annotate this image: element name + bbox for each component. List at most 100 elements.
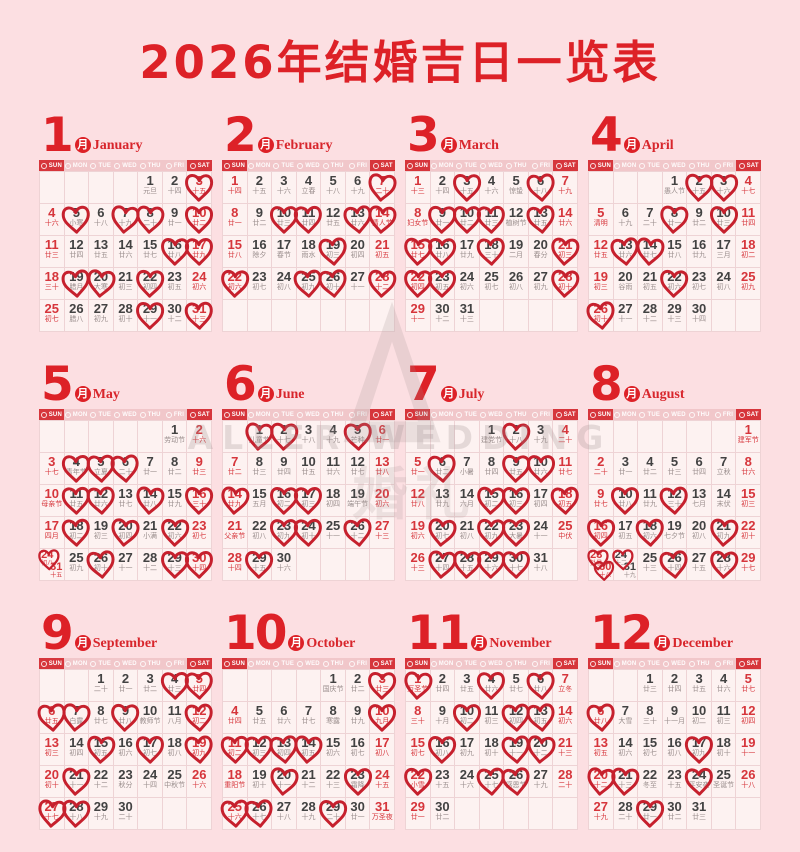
day-cell: 29 十五 xyxy=(245,549,274,580)
day-number: 14 xyxy=(716,486,731,501)
day: 7 廿二 xyxy=(223,455,247,477)
day-cell: 22 初四 xyxy=(403,268,432,299)
day: 12 廿七 xyxy=(346,455,370,477)
lunar-label: 腊八 xyxy=(69,316,84,323)
day: 18 初十 xyxy=(712,736,736,758)
day-number: 24 xyxy=(691,767,707,782)
weekday-label: THU xyxy=(696,660,710,667)
day-number: 25 xyxy=(325,518,341,533)
day-number: 18 xyxy=(484,735,499,750)
day-number: 11 xyxy=(167,703,182,718)
day-cell: 10 初二 xyxy=(452,702,481,733)
flower-icon xyxy=(430,411,437,418)
lunar-label: 十四 xyxy=(167,188,182,195)
weekday-wed: WED xyxy=(662,160,687,171)
day-cell: 25 初七 xyxy=(479,268,504,299)
lunar-label: 廿三 xyxy=(642,686,657,693)
day-number: 7 xyxy=(621,703,629,718)
day: 26 腊八 xyxy=(65,302,89,324)
day-number: 7 xyxy=(146,454,154,469)
day-cell: 6 廿二 xyxy=(427,453,456,484)
day-number: 2 xyxy=(512,422,520,437)
lunar-label: 初七 xyxy=(484,284,499,291)
lunar-label: 廿八 xyxy=(143,501,158,508)
day-cell: 24 初八 31 十五 xyxy=(38,548,64,580)
lunar-label: 廿九 xyxy=(167,501,182,508)
day-cell: 14 初四 xyxy=(64,734,89,765)
lunar-label: 三十 xyxy=(642,718,657,725)
day-cell: 6 十八 xyxy=(89,204,113,235)
lunar-label: 十二 xyxy=(375,284,390,291)
day: 23 十五 xyxy=(431,768,455,790)
day-number: 11 xyxy=(69,486,84,501)
month-number: 2 xyxy=(224,107,257,163)
day-number: 24 xyxy=(191,269,207,284)
lunar-label: 十九 xyxy=(593,814,608,821)
day: 18 初四 xyxy=(321,487,345,509)
day-number: 5 xyxy=(744,671,752,686)
day-number: 3 xyxy=(695,671,703,686)
lunar-label: 廿六 xyxy=(618,252,633,259)
lunar-label: 廿五 xyxy=(533,220,548,227)
lunar-label: 十九 xyxy=(326,437,341,444)
day-cell: 1 国庆节 xyxy=(321,670,345,701)
day: 4 青年节 xyxy=(65,455,89,477)
weekday-sun: SUN xyxy=(222,409,247,420)
day-cell: 15 初二 xyxy=(477,485,506,516)
lunar-label: 初八 xyxy=(252,533,267,540)
day-number: 5 xyxy=(512,173,520,188)
day: 25 初九 xyxy=(736,270,760,292)
day-number: 28 xyxy=(227,550,243,565)
flower-icon xyxy=(90,660,97,667)
weekday-label: SAT xyxy=(563,660,576,667)
day-cell: 29 十三 xyxy=(160,549,189,580)
day-cell: 28 十二 xyxy=(138,549,162,580)
day: 28 十八 xyxy=(65,800,89,822)
day: 23 霜降 xyxy=(346,768,370,790)
lunar-label: 初五 xyxy=(593,750,608,757)
weekday-label: SUN xyxy=(48,411,62,418)
lunar-label: 初十 xyxy=(593,316,608,323)
day: 11 廿四 xyxy=(297,206,321,228)
day-number: 29 xyxy=(740,550,756,565)
day-cell: 8 三十 xyxy=(638,702,662,733)
day: 5 小寒 xyxy=(65,206,89,228)
lunar-label: 廿四 xyxy=(276,469,291,476)
day-number: 18 xyxy=(325,486,341,501)
day-number: 15 xyxy=(667,237,682,252)
day: 4 廿六 xyxy=(480,672,504,694)
lunar-label: 初七 xyxy=(252,284,267,291)
day-number: 25 xyxy=(69,550,84,565)
lunar-label: 十二 xyxy=(533,750,548,757)
lunar-label: 十二 xyxy=(143,565,158,572)
day: 5 十八 xyxy=(321,174,345,196)
day-cell: 23 大暑 xyxy=(502,517,531,548)
day-cell: 1 儿童节 xyxy=(245,421,274,452)
day: 2 十七 xyxy=(272,423,296,445)
day: 28 十六 xyxy=(712,551,736,573)
day: 12 廿六 xyxy=(89,487,113,509)
day-cell xyxy=(223,421,247,452)
day-cell: 11 廿七 xyxy=(553,453,577,484)
day-cell: 3 十八 xyxy=(296,421,321,452)
day-cell xyxy=(711,421,736,452)
day: 7 立冬 xyxy=(553,672,577,694)
weekday-label: WED xyxy=(671,660,686,667)
weekday-label: TUE xyxy=(281,411,295,418)
day: 11 廿五 xyxy=(65,487,89,509)
weekday-wed: WED xyxy=(113,160,138,171)
day-cell: 18 初六 xyxy=(635,517,664,548)
day-number: 21 xyxy=(716,518,731,533)
day: 15 五月 xyxy=(248,487,272,509)
lunar-label: 二十 xyxy=(642,220,657,227)
day-number: 23 xyxy=(435,269,450,284)
day: 16 除夕 xyxy=(248,238,272,260)
day-number: 29 xyxy=(642,799,658,814)
day-cell: 24 十二 31 十九 xyxy=(611,548,638,580)
day-number: 9 xyxy=(597,486,605,501)
day: 29 十六 xyxy=(480,551,504,573)
day-number: 22 xyxy=(325,767,341,782)
weekday-mon: MON xyxy=(429,160,455,171)
lunar-label: 愚人节 xyxy=(663,188,685,195)
day-cell: 30 十四 xyxy=(687,300,711,331)
